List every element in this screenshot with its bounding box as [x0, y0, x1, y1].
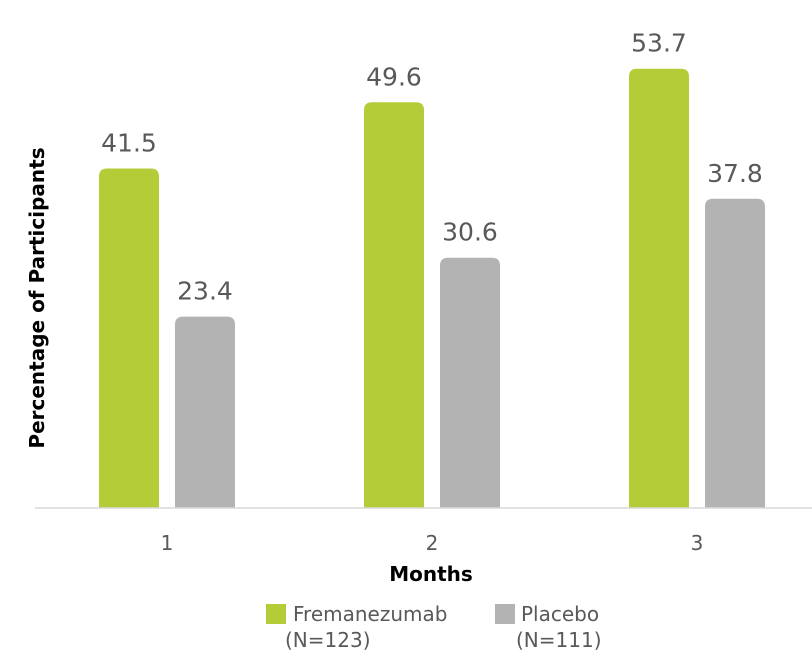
data-label-fremanezumab-3: 53.7 [631, 29, 687, 58]
bar-placebo-2 [440, 257, 500, 508]
x-axis-title: Months [389, 562, 473, 586]
y-axis-title: Percentage of Participants [25, 147, 49, 448]
legend-swatch-fremanezumab [266, 604, 286, 624]
bar-fremanezumab-2 [364, 102, 424, 508]
legend-sublabel-placebo: (N=111) [516, 628, 602, 652]
x-tick-label-3: 3 [691, 531, 704, 555]
legend-label-fremanezumab: Fremanezumab [293, 602, 447, 626]
legend: Fremanezumab (N=123) Placebo (N=111) [266, 602, 602, 652]
data-label-placebo-3: 37.8 [707, 159, 763, 188]
data-label-fremanezumab-2: 49.6 [366, 62, 422, 91]
x-tick-label-2: 2 [426, 531, 439, 555]
bar-placebo-3 [705, 198, 765, 508]
x-tick-label-1: 1 [161, 531, 174, 555]
bars-layer: 41.5 49.6 53.7 23.4 30.6 37.8 [99, 29, 765, 508]
data-label-fremanezumab-1: 41.5 [101, 129, 157, 158]
bar-placebo-1 [175, 316, 235, 508]
data-label-placebo-1: 23.4 [177, 277, 233, 306]
bar-fremanezumab-3 [629, 68, 689, 508]
data-label-placebo-2: 30.6 [442, 218, 498, 247]
x-tick-labels: 1 2 3 [161, 531, 704, 555]
legend-sublabel-fremanezumab: (N=123) [285, 628, 371, 652]
legend-swatch-placebo [495, 604, 515, 624]
legend-label-placebo: Placebo [521, 602, 599, 626]
bar-fremanezumab-1 [99, 168, 159, 508]
